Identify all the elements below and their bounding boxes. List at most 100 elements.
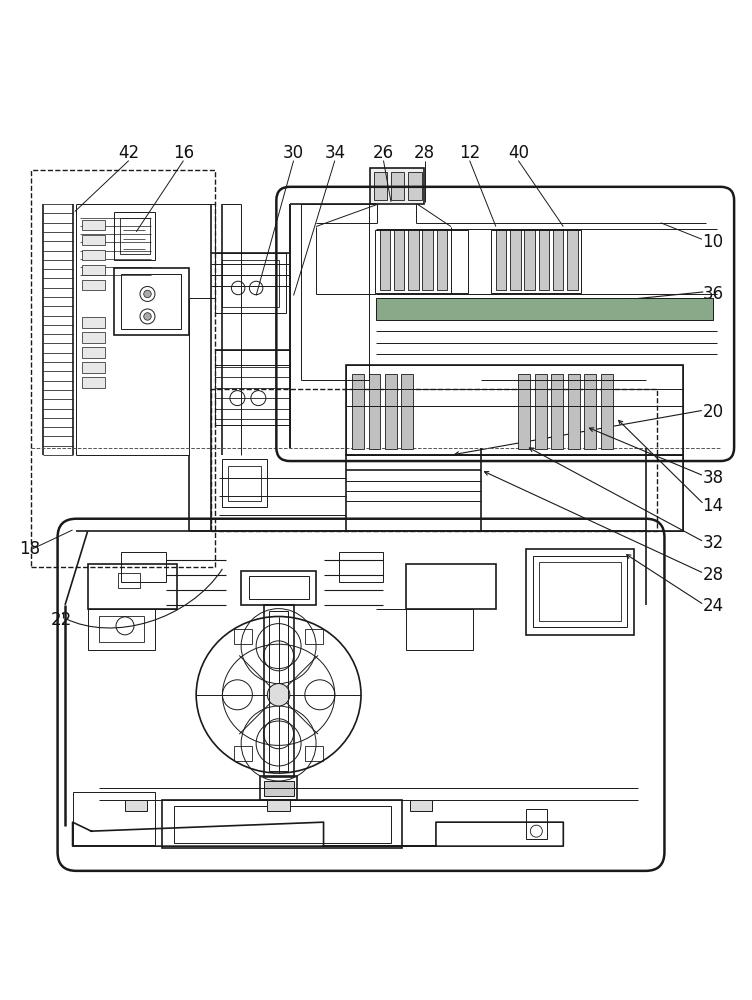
Bar — [162, 800, 402, 848]
Bar — [249, 576, 308, 599]
Text: 28: 28 — [414, 144, 435, 162]
Bar — [82, 332, 105, 343]
Bar — [568, 374, 580, 449]
Bar — [117, 573, 140, 588]
Text: 42: 42 — [118, 144, 139, 162]
Bar — [490, 230, 581, 293]
Bar — [82, 265, 105, 275]
Bar — [374, 230, 468, 293]
Bar — [601, 374, 613, 449]
Bar — [402, 374, 414, 449]
Bar — [410, 800, 432, 811]
Bar — [338, 552, 384, 582]
Bar — [234, 629, 252, 644]
Bar — [125, 800, 147, 811]
Bar — [305, 629, 323, 644]
Bar — [87, 564, 177, 609]
Text: 40: 40 — [508, 144, 529, 162]
Bar — [82, 235, 105, 245]
Text: 16: 16 — [173, 144, 194, 162]
Bar — [241, 571, 316, 605]
Bar — [121, 274, 181, 329]
Bar — [215, 350, 290, 425]
Bar — [82, 250, 105, 260]
Bar — [215, 253, 286, 313]
Bar — [385, 374, 397, 449]
Bar — [437, 229, 447, 290]
Bar — [374, 172, 387, 200]
Text: 10: 10 — [702, 233, 723, 251]
Bar — [82, 347, 105, 358]
Bar — [211, 389, 657, 531]
Bar — [82, 377, 105, 388]
Bar — [352, 374, 364, 449]
Circle shape — [268, 684, 290, 706]
Bar — [533, 556, 627, 627]
Bar — [174, 806, 391, 843]
Bar — [346, 365, 683, 455]
Bar — [121, 552, 166, 582]
Bar — [223, 459, 268, 507]
Bar — [524, 229, 535, 290]
Bar — [553, 229, 563, 290]
Text: 26: 26 — [373, 144, 394, 162]
Bar — [408, 172, 422, 200]
Bar — [376, 298, 713, 320]
Bar — [120, 218, 150, 254]
Text: 36: 36 — [702, 285, 723, 303]
Bar — [264, 781, 293, 796]
Bar — [370, 168, 424, 204]
Text: 28: 28 — [702, 566, 723, 584]
Bar — [305, 746, 323, 761]
Text: 34: 34 — [324, 144, 345, 162]
Text: 14: 14 — [702, 497, 723, 515]
Bar — [368, 374, 381, 449]
Bar — [82, 220, 105, 230]
Bar — [526, 549, 635, 635]
Bar — [234, 746, 252, 761]
Text: 18: 18 — [20, 540, 41, 558]
Bar — [32, 170, 215, 567]
Bar — [82, 317, 105, 328]
Bar — [114, 212, 155, 260]
Bar — [229, 466, 262, 501]
Bar — [539, 562, 621, 621]
Text: 22: 22 — [50, 611, 72, 629]
Bar — [538, 229, 549, 290]
Circle shape — [144, 313, 151, 320]
Circle shape — [144, 290, 151, 298]
Bar — [567, 229, 578, 290]
Bar — [391, 172, 405, 200]
Bar — [526, 809, 547, 839]
Bar — [535, 374, 547, 449]
Bar — [87, 609, 155, 650]
Bar — [346, 455, 683, 531]
Bar — [406, 609, 474, 650]
Bar — [394, 229, 405, 290]
Bar — [551, 374, 563, 449]
Bar — [406, 564, 496, 609]
Bar — [408, 229, 419, 290]
Bar — [269, 611, 288, 771]
Text: 20: 20 — [702, 403, 723, 421]
Bar — [380, 229, 390, 290]
Text: 12: 12 — [459, 144, 481, 162]
Bar — [268, 800, 290, 811]
Bar — [82, 362, 105, 373]
Bar — [346, 365, 683, 455]
Bar — [264, 605, 293, 777]
Bar — [260, 776, 297, 800]
Bar — [518, 374, 530, 449]
Bar — [423, 229, 433, 290]
Text: 32: 32 — [702, 534, 723, 552]
Bar — [114, 268, 189, 335]
Bar — [510, 229, 520, 290]
Bar — [496, 229, 506, 290]
Bar — [82, 280, 105, 290]
Text: 30: 30 — [283, 144, 304, 162]
Bar — [584, 374, 596, 449]
Bar — [223, 260, 278, 307]
Bar — [72, 792, 155, 845]
Text: 38: 38 — [702, 469, 723, 487]
Text: 24: 24 — [702, 597, 723, 615]
